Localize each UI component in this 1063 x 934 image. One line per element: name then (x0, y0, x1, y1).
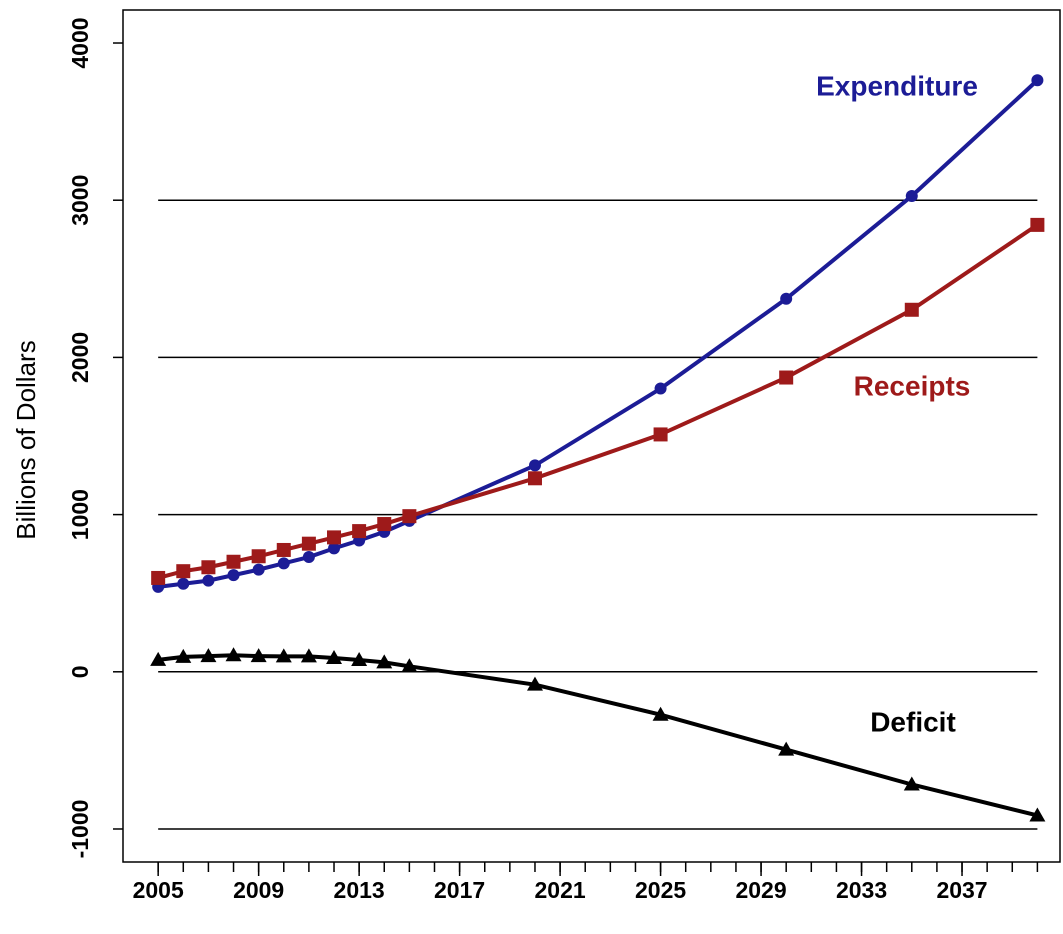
x-tick-label: 2025 (635, 877, 686, 903)
marker (200, 648, 217, 663)
marker (328, 542, 341, 555)
marker (903, 776, 920, 791)
marker (528, 459, 541, 472)
series-line (157, 223, 1039, 580)
x-tick-label: 2021 (535, 877, 586, 903)
marker (905, 189, 918, 202)
marker (202, 574, 215, 587)
marker (177, 577, 190, 590)
marker (526, 676, 543, 691)
marker (302, 551, 315, 564)
x-tick-label: 2009 (233, 877, 284, 903)
marker (654, 382, 667, 395)
marker (226, 554, 241, 569)
marker (327, 530, 342, 545)
marker (252, 563, 265, 576)
marker (300, 648, 317, 663)
series-line (157, 78, 1039, 589)
marker (778, 741, 795, 756)
marker (1030, 217, 1045, 232)
marker (527, 471, 542, 486)
x-tick-label: 2005 (133, 877, 184, 903)
marker (652, 706, 669, 721)
marker (301, 536, 316, 551)
series-line (157, 653, 1038, 818)
marker (225, 647, 242, 662)
marker (276, 542, 291, 557)
x-tick-label: 2029 (735, 877, 786, 903)
marker (277, 557, 290, 570)
marker (275, 648, 292, 663)
marker (653, 427, 668, 442)
marker (150, 651, 167, 666)
series-label: Deficit (870, 706, 956, 737)
marker (227, 569, 240, 582)
marker (251, 549, 266, 564)
marker (201, 560, 216, 575)
series-label: Receipts (854, 370, 971, 401)
marker (326, 649, 343, 664)
x-tick-label: 2037 (936, 877, 987, 903)
marker (176, 564, 191, 579)
y-tick-label: 4000 (67, 17, 93, 68)
x-tick-label: 2017 (434, 877, 485, 903)
marker (780, 292, 793, 305)
marker (351, 652, 368, 667)
x-tick-label: 2033 (836, 877, 887, 903)
marker (151, 570, 166, 585)
y-tick-label: -1000 (67, 800, 93, 859)
marker (1029, 807, 1046, 822)
plot-frame (122, 9, 1061, 863)
marker (904, 302, 919, 317)
y-tick-label: 1000 (67, 489, 93, 540)
marker (250, 648, 267, 663)
marker (779, 370, 794, 385)
y-tick-label: 3000 (67, 175, 93, 226)
x-tick-label: 2013 (334, 877, 385, 903)
y-tick-label: 0 (67, 665, 93, 678)
marker (376, 654, 393, 669)
marker (1031, 74, 1044, 87)
marker (352, 524, 367, 539)
series-label: Expenditure (816, 70, 978, 101)
marker (401, 658, 418, 673)
y-tick-label: 2000 (67, 332, 93, 383)
y-axis-label: Billions of Dollars (11, 340, 41, 539)
marker (377, 517, 392, 532)
marker (402, 509, 417, 524)
marker (175, 648, 192, 663)
